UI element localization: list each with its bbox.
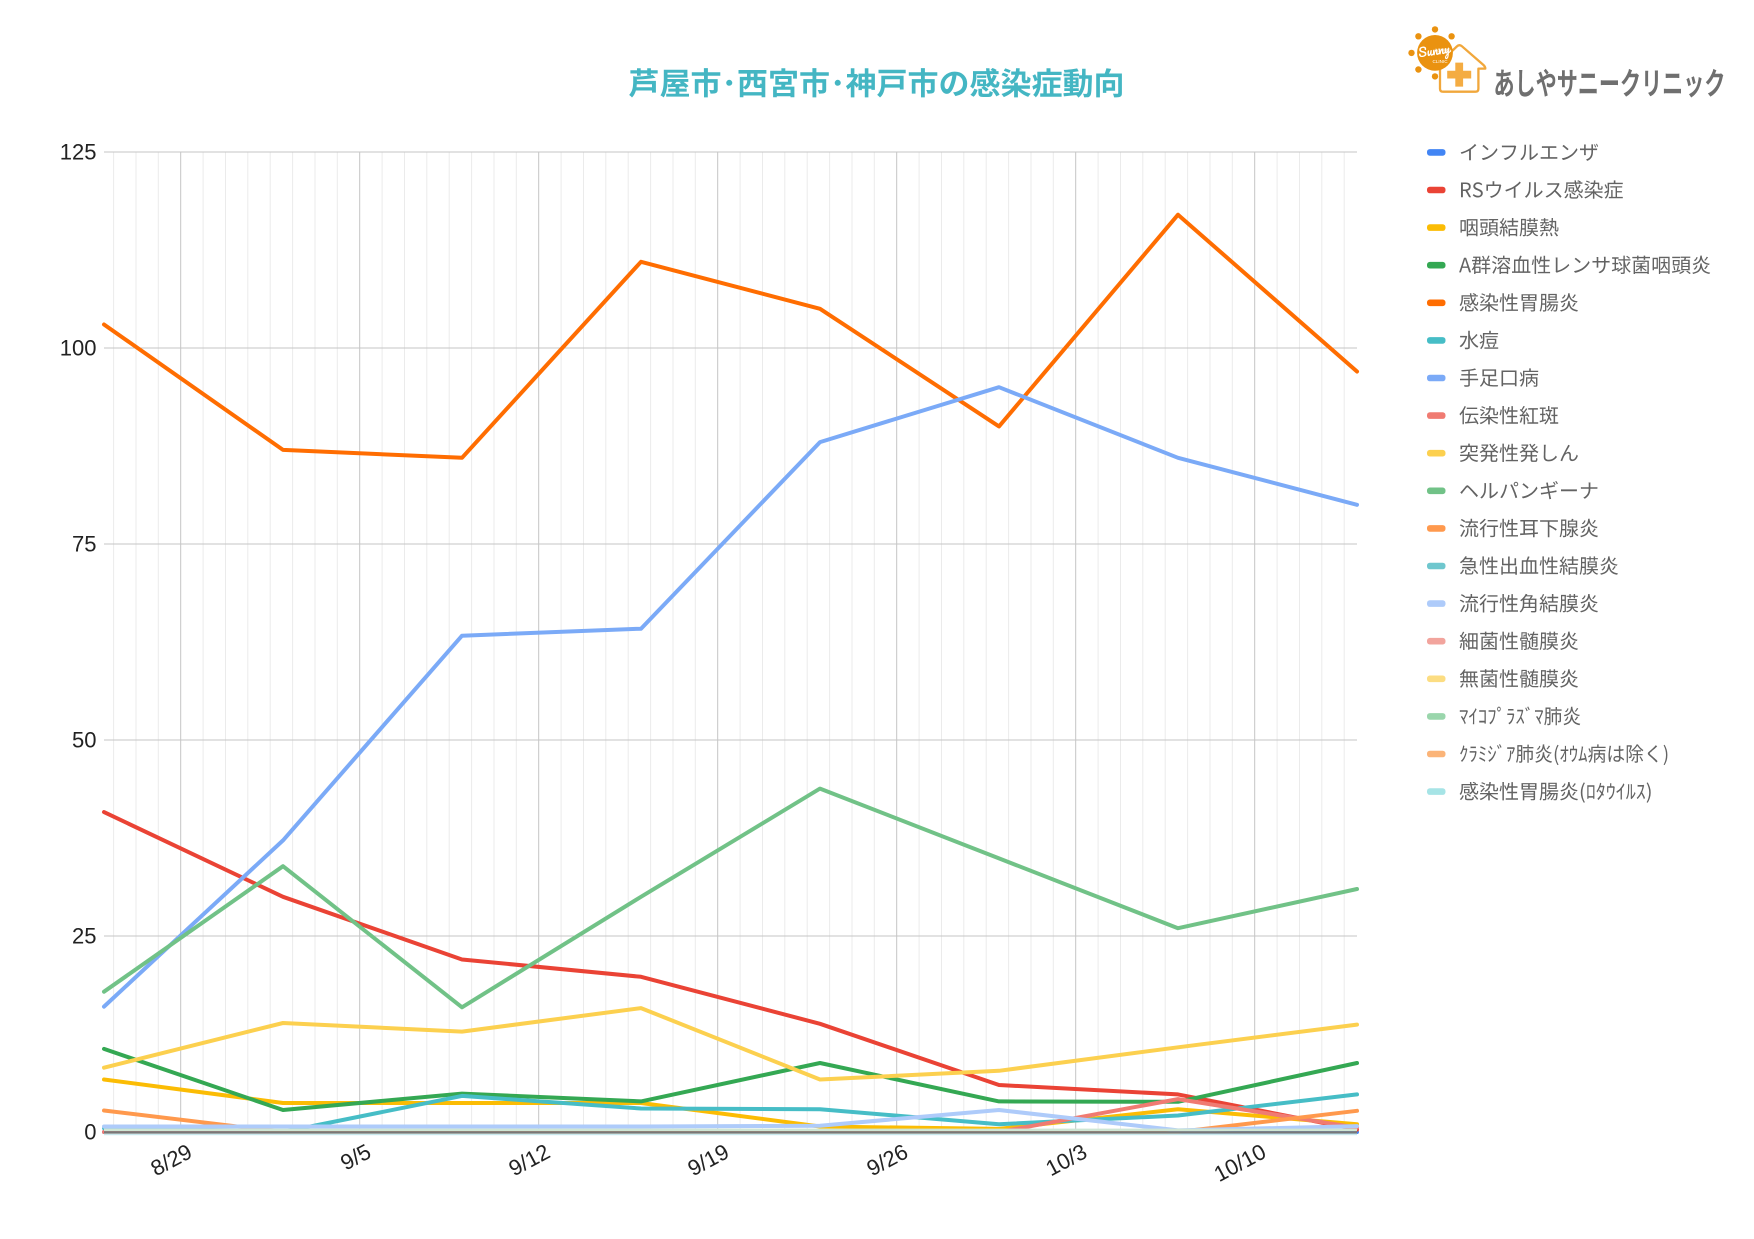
svg-text:75: 75 bbox=[72, 532, 96, 557]
svg-text:10/10: 10/10 bbox=[1210, 1139, 1270, 1187]
svg-text:9/5: 9/5 bbox=[336, 1139, 375, 1175]
svg-text:9/12: 9/12 bbox=[504, 1139, 554, 1181]
svg-text:CLINIC: CLINIC bbox=[1433, 59, 1449, 64]
svg-text:25: 25 bbox=[72, 924, 96, 949]
svg-text:0: 0 bbox=[84, 1120, 96, 1145]
svg-text:9/19: 9/19 bbox=[683, 1139, 733, 1181]
svg-text:ASHIYA: ASHIYA bbox=[1435, 48, 1452, 53]
svg-text:50: 50 bbox=[72, 728, 96, 753]
svg-text:8/29: 8/29 bbox=[146, 1139, 196, 1181]
svg-text:10/3: 10/3 bbox=[1041, 1139, 1091, 1181]
svg-text:100: 100 bbox=[60, 336, 97, 361]
svg-text:125: 125 bbox=[60, 140, 97, 165]
svg-text:9/26: 9/26 bbox=[862, 1139, 912, 1181]
